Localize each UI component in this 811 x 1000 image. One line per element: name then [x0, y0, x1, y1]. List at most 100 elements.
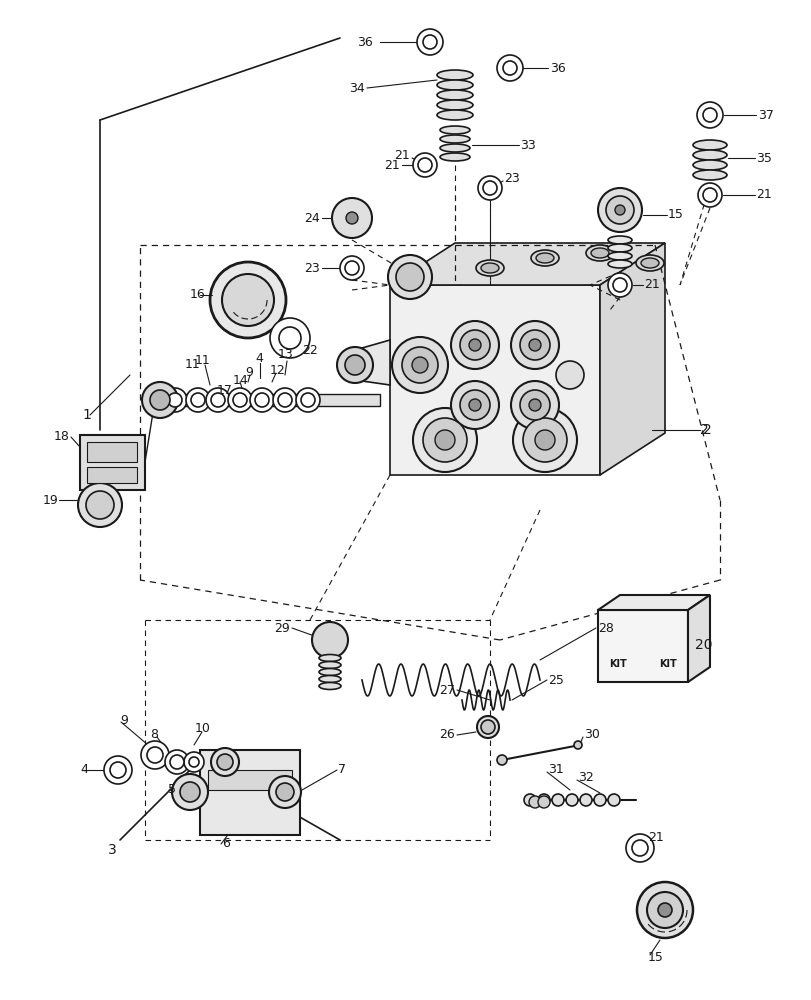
Ellipse shape	[607, 244, 631, 252]
Circle shape	[337, 347, 372, 383]
Circle shape	[502, 61, 517, 75]
Ellipse shape	[319, 654, 341, 662]
Circle shape	[423, 418, 466, 462]
Circle shape	[217, 754, 233, 770]
Circle shape	[483, 181, 496, 195]
Circle shape	[411, 357, 427, 373]
Circle shape	[191, 393, 204, 407]
Text: 11: 11	[185, 359, 200, 371]
Ellipse shape	[440, 144, 470, 152]
Circle shape	[277, 393, 292, 407]
Circle shape	[184, 752, 204, 772]
Polygon shape	[597, 595, 709, 610]
Circle shape	[396, 263, 423, 291]
Ellipse shape	[436, 80, 473, 90]
Circle shape	[332, 198, 371, 238]
Bar	[155, 394, 380, 406]
Circle shape	[528, 796, 540, 808]
Polygon shape	[597, 610, 687, 682]
Circle shape	[510, 381, 558, 429]
Text: 18: 18	[54, 430, 70, 444]
Text: 21: 21	[755, 188, 770, 202]
Ellipse shape	[551, 794, 564, 806]
Text: 31: 31	[547, 763, 563, 776]
Ellipse shape	[607, 794, 620, 806]
Text: 20: 20	[694, 638, 711, 652]
Circle shape	[401, 347, 437, 383]
Ellipse shape	[436, 70, 473, 80]
Ellipse shape	[590, 248, 608, 258]
Text: 4: 4	[80, 763, 88, 776]
Text: 32: 32	[577, 771, 593, 784]
Text: 21: 21	[647, 831, 663, 844]
Ellipse shape	[586, 245, 613, 261]
Circle shape	[423, 35, 436, 49]
Circle shape	[631, 840, 647, 856]
Circle shape	[657, 903, 672, 917]
Ellipse shape	[535, 253, 553, 263]
Circle shape	[605, 196, 633, 224]
Circle shape	[210, 262, 285, 338]
Circle shape	[221, 274, 273, 326]
Circle shape	[417, 29, 443, 55]
Text: 3: 3	[108, 843, 117, 857]
Text: 23: 23	[304, 261, 320, 274]
Circle shape	[142, 382, 178, 418]
Circle shape	[272, 388, 297, 412]
Text: 14: 14	[233, 374, 248, 387]
Text: 21: 21	[643, 278, 659, 292]
Circle shape	[435, 430, 454, 450]
Circle shape	[612, 278, 626, 292]
Text: 10: 10	[195, 722, 211, 734]
Circle shape	[513, 408, 577, 472]
Ellipse shape	[319, 682, 341, 690]
Circle shape	[206, 388, 230, 412]
Polygon shape	[389, 285, 599, 475]
Ellipse shape	[476, 716, 499, 738]
Bar	[80, 435, 145, 490]
Ellipse shape	[565, 794, 577, 806]
Bar	[87, 442, 137, 462]
Text: 7: 7	[337, 763, 345, 776]
Text: 37: 37	[757, 109, 773, 122]
Text: KIT: KIT	[608, 659, 626, 669]
Ellipse shape	[635, 255, 663, 271]
Text: 30: 30	[583, 728, 599, 742]
Circle shape	[250, 388, 273, 412]
Circle shape	[702, 108, 716, 122]
Ellipse shape	[607, 260, 631, 268]
Text: 23: 23	[504, 172, 519, 185]
Circle shape	[168, 393, 182, 407]
Circle shape	[697, 183, 721, 207]
Ellipse shape	[440, 126, 470, 134]
Ellipse shape	[440, 135, 470, 143]
Text: 36: 36	[549, 62, 565, 75]
Circle shape	[233, 393, 247, 407]
Text: 24: 24	[304, 212, 320, 225]
Circle shape	[625, 834, 653, 862]
Bar	[200, 750, 299, 835]
Ellipse shape	[523, 794, 535, 806]
Ellipse shape	[692, 170, 726, 180]
Ellipse shape	[607, 236, 631, 244]
Circle shape	[311, 622, 348, 658]
Circle shape	[413, 408, 476, 472]
Text: 16: 16	[190, 288, 205, 302]
Circle shape	[301, 393, 315, 407]
Circle shape	[211, 393, 225, 407]
Polygon shape	[389, 243, 664, 285]
Text: 19: 19	[42, 493, 58, 506]
Circle shape	[172, 774, 208, 810]
Circle shape	[270, 318, 310, 358]
Circle shape	[228, 388, 251, 412]
Circle shape	[597, 188, 642, 232]
Text: 4: 4	[255, 352, 263, 364]
Circle shape	[279, 327, 301, 349]
Text: 36: 36	[357, 36, 372, 49]
Text: 21: 21	[384, 159, 400, 172]
Circle shape	[276, 783, 294, 801]
Circle shape	[528, 399, 540, 411]
Circle shape	[418, 158, 431, 172]
Circle shape	[255, 393, 268, 407]
Bar	[87, 467, 137, 483]
